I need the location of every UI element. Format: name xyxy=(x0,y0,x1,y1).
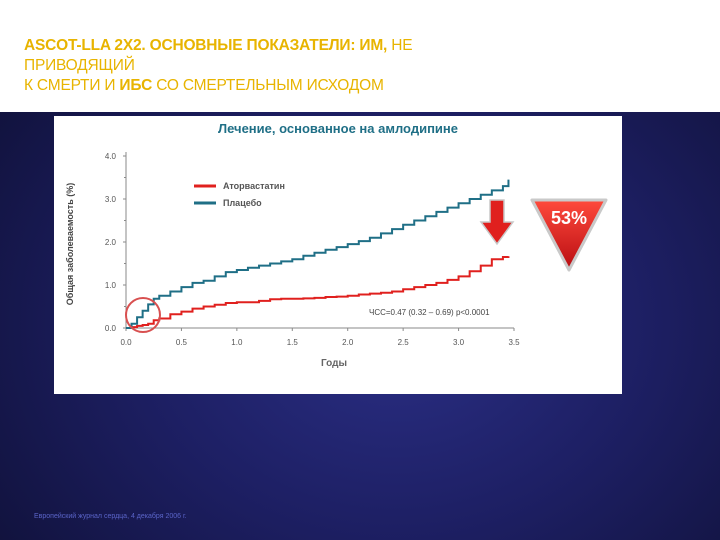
legend-label-atorvastatin: Аторвастатин xyxy=(223,181,285,191)
series-line-placebo xyxy=(126,179,510,329)
x-axis-label: Годы xyxy=(321,358,347,369)
y-tick-label: 3.0 xyxy=(105,195,117,204)
chart-title: Лечение, основанное на амлодипине xyxy=(218,121,458,136)
slide-title: ASCOT-LLA 2X2. ОСНОВНЫЕ ПОКАЗАТЕЛИ: ИМ, … xyxy=(24,36,704,96)
title-line2: ПРИВОДЯЩИЙ xyxy=(24,57,135,74)
x-tick-label: 2.5 xyxy=(398,338,410,347)
chart-panel: Лечение, основанное на амлодипине 0.0 1.0 2… xyxy=(54,116,622,394)
title-line3-a: К СМЕРТИ И xyxy=(24,77,120,94)
title-line1-bold: ASCOT-LLA 2X2. ОСНОВНЫЕ ПОКАЗАТЕЛИ: ИМ, xyxy=(24,37,388,54)
y-tick-label: 0.0 xyxy=(105,324,117,333)
x-tick-label: 0.0 xyxy=(120,338,132,347)
badge-triangle xyxy=(530,198,608,272)
x-tick-label: 2.0 xyxy=(342,338,354,347)
x-tick-label: 1.5 xyxy=(287,338,299,347)
title-line3-bold: ИБС xyxy=(119,77,153,94)
hazard-ratio-annotation: ЧСС=0.47 (0.32 – 0.69) p<0.0001 xyxy=(369,308,490,317)
y-tick-label: 1.0 xyxy=(105,281,117,290)
y-tick-label: 2.0 xyxy=(105,238,117,247)
incidence-chart: Лечение, основанное на амлодипине 0.0 1.0 2… xyxy=(65,121,520,369)
slide-header xyxy=(0,0,720,112)
title-line3-b: СО СМЕРТЕЛЬНЫМ ИСХОДОМ xyxy=(152,77,384,94)
reduction-badge: 53% xyxy=(530,198,608,272)
x-tick-label: 0.5 xyxy=(176,338,188,347)
x-tick-label: 3.0 xyxy=(453,338,465,347)
y-tick-label: 4.0 xyxy=(105,152,117,161)
legend-label-placebo: Плацебо xyxy=(223,198,262,208)
series-line-atorvastatin xyxy=(126,256,510,329)
x-tick-label: 1.0 xyxy=(231,338,243,347)
y-axis-label: Общая заболеваемость (%) xyxy=(65,183,75,305)
title-line1-rest: НЕ xyxy=(387,37,413,54)
x-tick-label: 3.5 xyxy=(508,338,520,347)
footer-source: Европейский журнал сердца, 4 декабря 200… xyxy=(34,513,187,520)
badge-label: 53% xyxy=(551,208,587,228)
origin-highlight-circle xyxy=(125,297,161,333)
down-arrow-icon xyxy=(479,199,515,246)
